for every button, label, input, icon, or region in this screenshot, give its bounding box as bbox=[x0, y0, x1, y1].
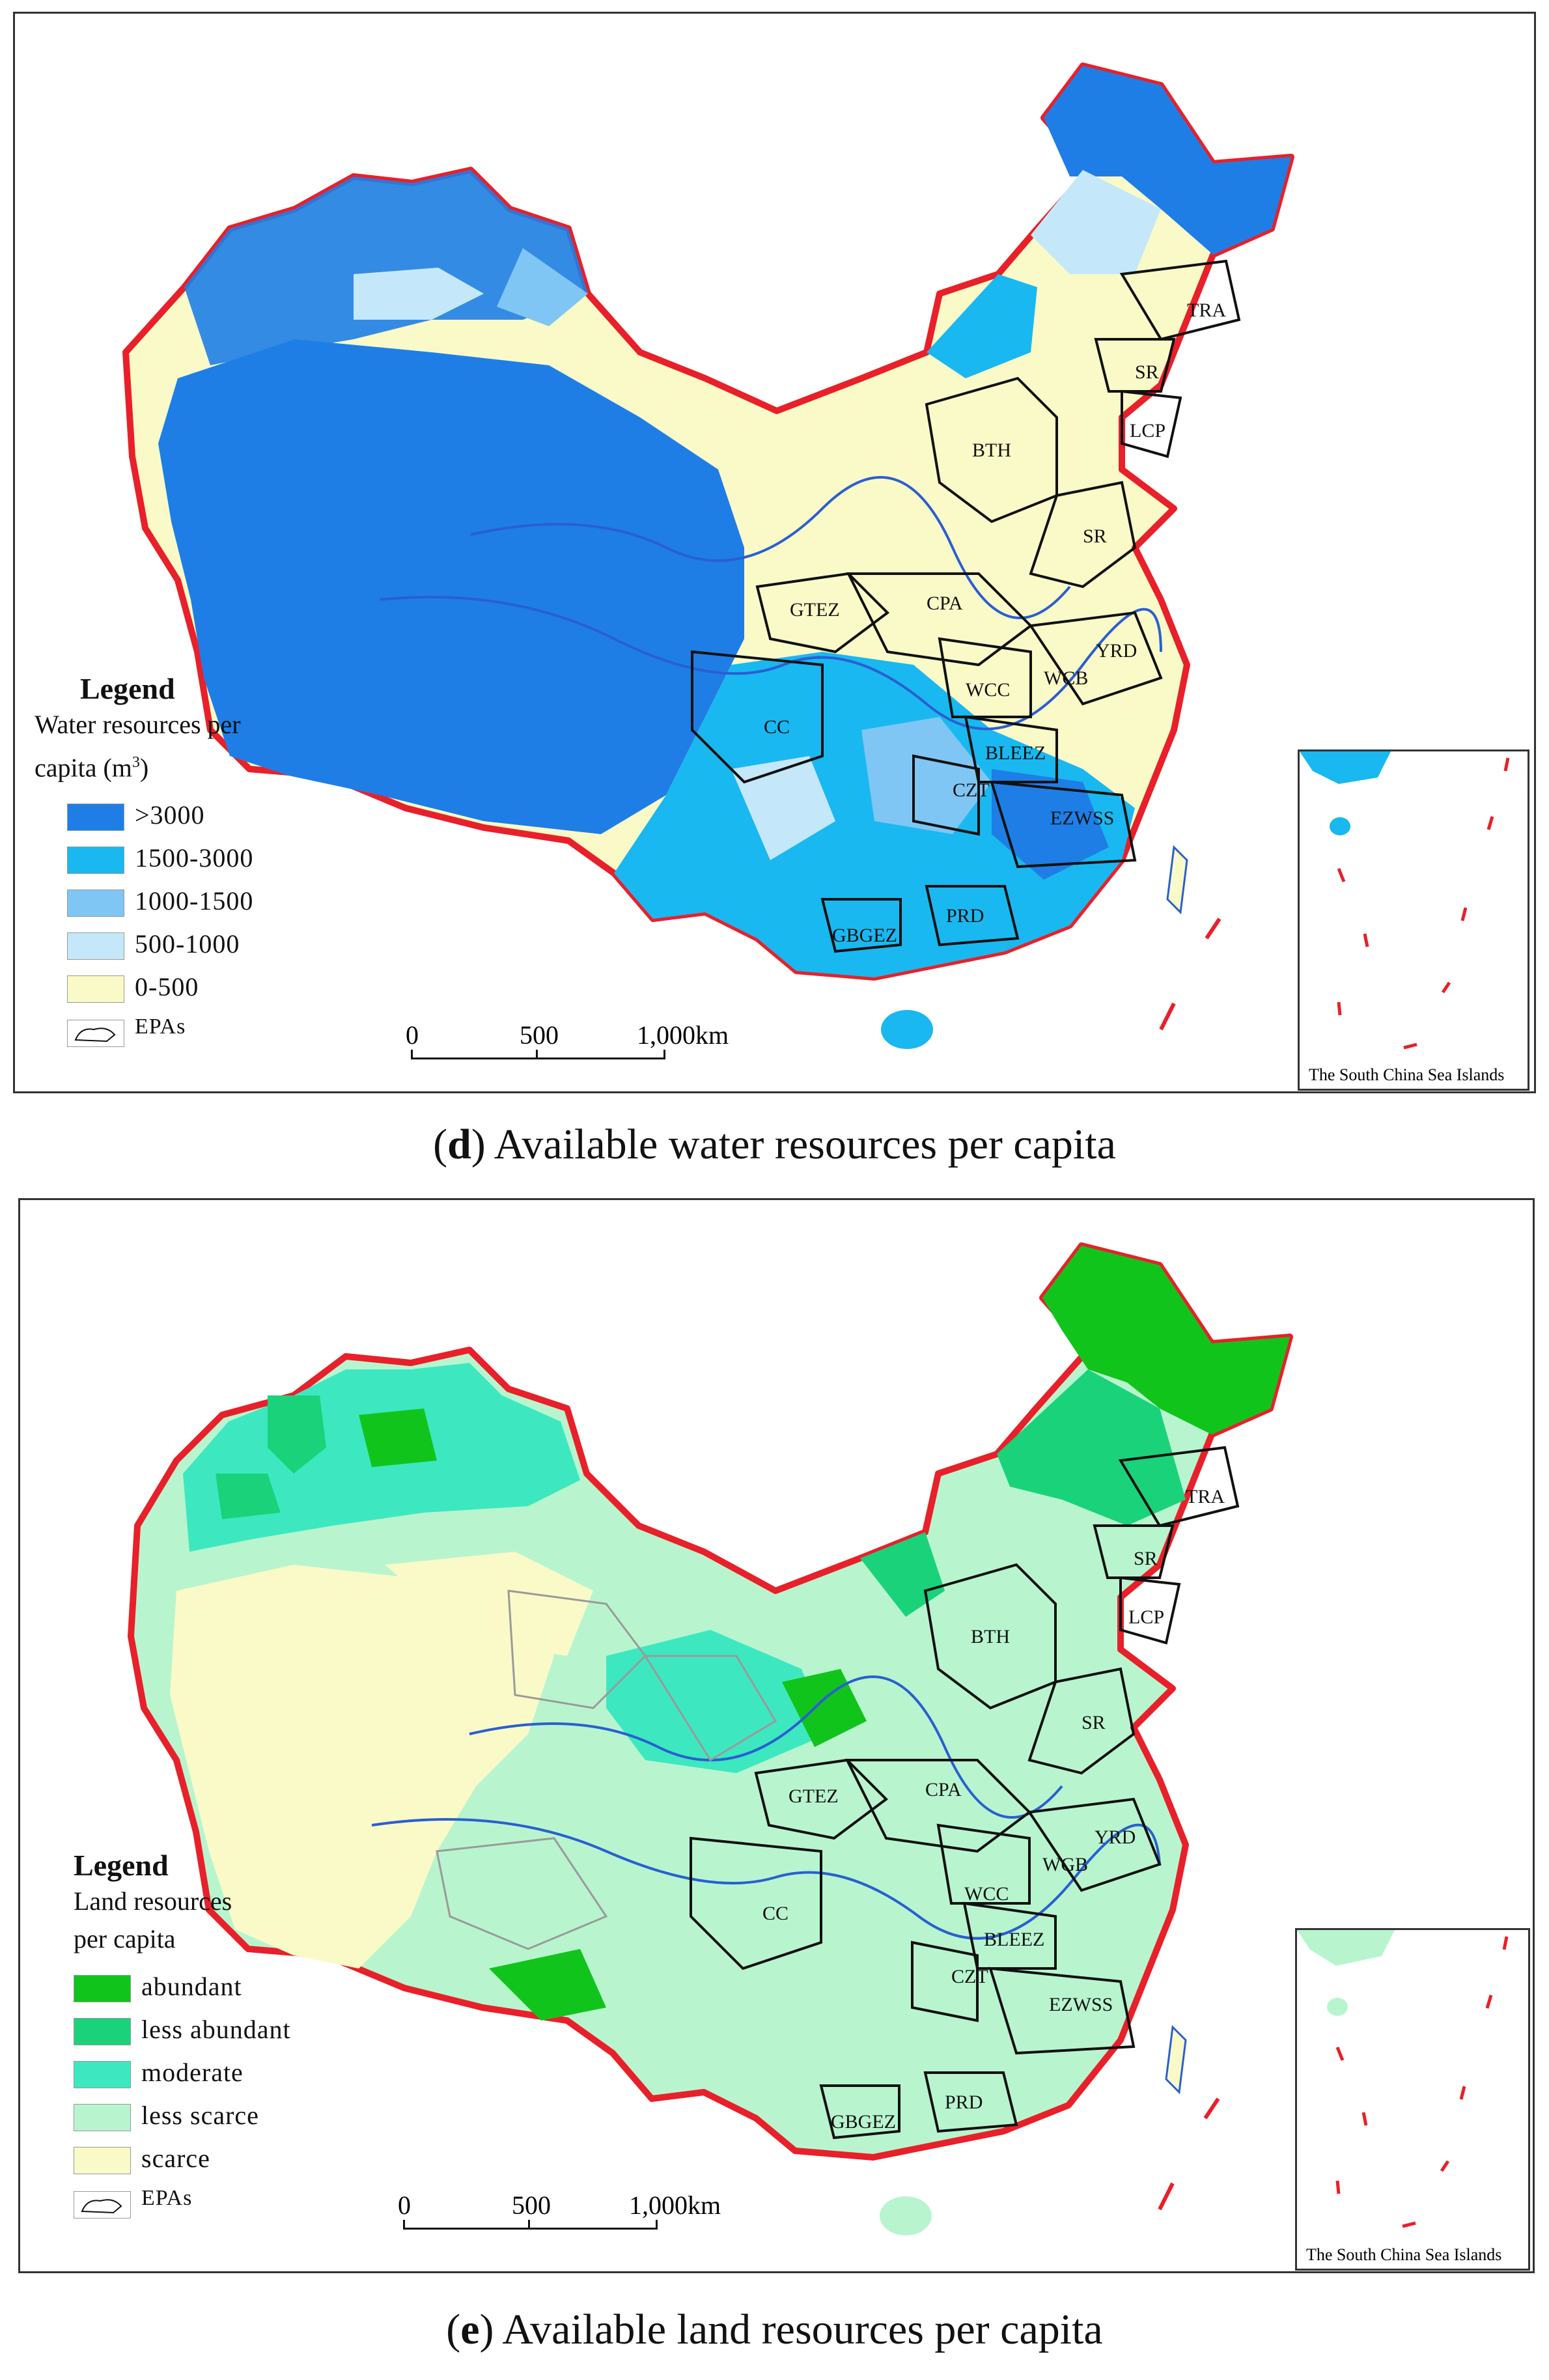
zone-label-gtez: GTEZ bbox=[790, 599, 840, 621]
zone-label-gbgez: GBGEZ bbox=[831, 2111, 896, 2133]
zone-label-cpa: CPA bbox=[925, 1779, 962, 1800]
inset-label: The South China Sea Islands bbox=[1309, 1065, 1505, 1084]
legend-title: Legend bbox=[80, 672, 175, 705]
epa-swatch-icon bbox=[74, 2191, 131, 2219]
zone-label-gtez: GTEZ bbox=[788, 1785, 839, 1807]
zone-label-lcp: LCP bbox=[1130, 420, 1165, 441]
legend-label: moderate bbox=[141, 2058, 244, 2087]
legend-label: less scarce bbox=[141, 2101, 259, 2130]
zone-label-sr-2: SR bbox=[1082, 1712, 1106, 1733]
zone-label-bleez: BLEEZ bbox=[985, 742, 1046, 764]
legend-label: 500-1000 bbox=[135, 929, 240, 959]
legend-item: 1500-3000 bbox=[67, 839, 354, 882]
zone-label-cc: CC bbox=[762, 1903, 788, 1924]
zone-label-cpa: CPA bbox=[927, 593, 963, 614]
zone-label-lcp: LCP bbox=[1128, 1606, 1164, 1628]
legend-item: 0-500 bbox=[67, 968, 354, 1011]
legend-item: 1000-1500 bbox=[67, 882, 354, 925]
zone-label-wgb: WGB bbox=[1042, 1854, 1088, 1875]
legend-item: moderate bbox=[74, 2053, 373, 2096]
scale-bar: 0 500 1,000km bbox=[398, 2190, 721, 2242]
zone-label-sr-1: SR bbox=[1135, 361, 1159, 383]
zone-label-yrd: YRD bbox=[1095, 1827, 1136, 1848]
legend-epas: EPAs bbox=[67, 1011, 354, 1054]
land-map-panel: TRA SR LCP BTH SR GTEZ CPA YRD WGB WCC C… bbox=[18, 1198, 1535, 2273]
legend-label: abundant bbox=[141, 1972, 242, 2001]
zone-label-wcb: WCB bbox=[1044, 667, 1088, 689]
legend-subtitle: Water resources per capita (m3) bbox=[35, 710, 241, 783]
legend-item: less scarce bbox=[74, 2096, 373, 2139]
legend-swatch bbox=[74, 2018, 131, 2045]
zone-label-yrd: YRD bbox=[1096, 640, 1137, 662]
legend-swatch bbox=[67, 932, 124, 960]
water-legend: Legend Water resources per capita (m3) >… bbox=[35, 671, 354, 1054]
legend-item: 500-1000 bbox=[67, 925, 354, 968]
legend-label: >3000 bbox=[135, 800, 205, 830]
legend-label: scarce bbox=[141, 2144, 210, 2173]
legend-item: scarce bbox=[74, 2139, 373, 2182]
zone-label-ezwss: EZWSS bbox=[1049, 1994, 1113, 2015]
legend-swatch bbox=[74, 1975, 131, 2002]
legend-label: less abundant bbox=[141, 2015, 291, 2044]
zone-label-wcc: WCC bbox=[966, 679, 1010, 701]
legend-swatch bbox=[74, 2147, 131, 2174]
legend-label: 0-500 bbox=[135, 972, 199, 1002]
inset-map bbox=[1300, 751, 1510, 1050]
inset-map bbox=[1297, 1930, 1509, 2228]
legend-label: 1000-1500 bbox=[135, 886, 254, 916]
water-map-panel: TRA SR LCP BTH SR GTEZ CPA YRD WCC WCB C… bbox=[13, 12, 1536, 1093]
legend-epas: EPAs bbox=[74, 2182, 373, 2225]
caption-e: (e) Available land resources per capita bbox=[446, 2306, 1103, 2353]
zone-label-cc: CC bbox=[764, 716, 790, 738]
legend-swatch bbox=[74, 2104, 131, 2131]
zone-label-sr-1: SR bbox=[1134, 1548, 1158, 1569]
zone-label-wcc: WCC bbox=[964, 1883, 1009, 1905]
zone-label-bth: BTH bbox=[971, 1626, 1010, 1647]
zone-label-czt: CZT bbox=[953, 779, 990, 801]
zone-label-gbgez: GBGEZ bbox=[832, 925, 897, 946]
zone-label-tra: TRA bbox=[1186, 1486, 1225, 1507]
land-legend: Legend Land resources per capita abundan… bbox=[74, 1848, 373, 2225]
south-china-sea-inset: The South China Sea Islands bbox=[1298, 749, 1529, 1091]
zone-label-sr-2: SR bbox=[1083, 525, 1107, 547]
zone-label-ezwss: EZWSS bbox=[1050, 807, 1114, 829]
zone-label-bleez: BLEEZ bbox=[984, 1929, 1044, 1950]
legend-item: >3000 bbox=[67, 796, 354, 839]
epa-swatch-icon bbox=[67, 1020, 124, 1048]
zone-label-prd: PRD bbox=[945, 2092, 983, 2113]
legend-title: Legend bbox=[74, 1849, 169, 1882]
zone-label-czt: CZT bbox=[951, 1966, 988, 1987]
legend-swatch bbox=[67, 804, 124, 832]
legend-swatch bbox=[74, 2061, 131, 2088]
south-china-sea-inset: The South China Sea Islands bbox=[1295, 1928, 1530, 2271]
legend-label: 1500-3000 bbox=[135, 843, 254, 873]
legend-subtitle: Land resources per capita bbox=[74, 1886, 232, 1953]
legend-item: abundant bbox=[74, 1967, 373, 2010]
scale-bar: 0 500 1,000km bbox=[406, 1020, 729, 1072]
caption-d: (d) Available water resources per capita bbox=[433, 1121, 1116, 1168]
zone-label-tra: TRA bbox=[1187, 300, 1226, 321]
china-land-map: TRA SR LCP BTH SR GTEZ CPA YRD WGB WCC C… bbox=[128, 1242, 1293, 2235]
legend-swatch bbox=[67, 847, 124, 875]
china-water-map: TRA SR LCP BTH SR GTEZ CPA YRD WCC WCB C… bbox=[122, 63, 1294, 1049]
zone-label-bth: BTH bbox=[972, 440, 1011, 461]
zone-label-prd: PRD bbox=[946, 905, 984, 927]
legend-swatch bbox=[67, 975, 124, 1003]
legend-swatch bbox=[67, 889, 124, 917]
legend-item: less abundant bbox=[74, 2010, 373, 2053]
inset-label: The South China Sea Islands bbox=[1306, 2245, 1502, 2264]
